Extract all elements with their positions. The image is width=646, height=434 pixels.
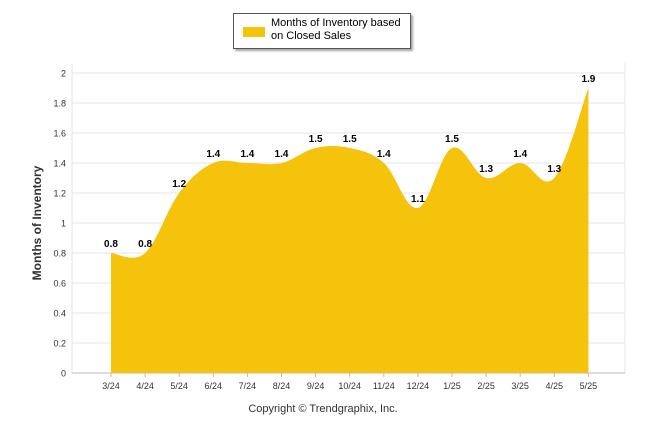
x-tick-label: 5/24: [170, 381, 188, 391]
x-tick-label: 2/25: [477, 381, 495, 391]
area-series: [111, 88, 589, 373]
x-tick-label: 3/25: [511, 381, 529, 391]
y-tick-label: 1: [61, 219, 66, 229]
x-tick-label: 8/24: [273, 381, 291, 391]
x-tick-label: 4/25: [546, 381, 564, 391]
x-tick-label: 9/24: [307, 381, 325, 391]
data-labels: 0.8 0.8 1.2 1.4 1.4 1.4 1.5 1.5 1.4 1.1 1.5 1.3 1.4 1…: [104, 74, 596, 250]
data-label: 1.5: [309, 134, 323, 145]
legend-label: Months of Inventory based on Closed Sale…: [271, 17, 401, 42]
y-tick-label: 0.8: [53, 249, 66, 259]
data-label: 0.8: [138, 239, 152, 250]
data-label: 1.2: [172, 179, 186, 190]
x-tick-label: 1/25: [443, 381, 461, 391]
y-tick-label: 1.8: [53, 99, 66, 109]
data-label: 1.4: [206, 149, 220, 160]
data-label: 1.4: [240, 149, 254, 160]
x-tick-label: 12/24: [407, 381, 430, 391]
data-label: 0.8: [104, 239, 118, 250]
x-axis-ticks: 3/24 4/24 5/24 6/24 7/24 8/24 9/24 10/24 11/24 12…: [102, 373, 597, 391]
y-tick-label: 1.2: [53, 189, 66, 199]
data-label: 1.9: [581, 74, 595, 85]
y-tick-label: 1.4: [53, 159, 66, 169]
data-label: 1.5: [445, 134, 459, 145]
y-tick-label: 2: [61, 69, 66, 79]
x-tick-label: 3/24: [102, 381, 120, 391]
x-tick-label: 7/24: [239, 381, 257, 391]
y-tick-label: 0.6: [53, 279, 66, 289]
x-tick-label: 10/24: [338, 381, 361, 391]
y-tick-label: 1.6: [53, 129, 66, 139]
data-label: 1.3: [547, 164, 561, 175]
data-label: 1.3: [479, 164, 493, 175]
copyright-text: Copyright © Trendgraphix, Inc.: [248, 403, 398, 415]
data-label: 1.4: [377, 149, 391, 160]
data-label: 1.4: [275, 149, 289, 160]
y-tick-label: 0: [61, 369, 66, 379]
y-tick-label: 0.4: [53, 309, 66, 319]
legend: Months of Inventory based on Closed Sale…: [233, 13, 411, 49]
x-tick-label: 5/25: [580, 381, 598, 391]
y-axis-ticks: 0 0.2 0.4 0.6 0.8 1 1.2 1.4 1.6 1.8 2: [53, 69, 66, 379]
data-label: 1.1: [411, 194, 425, 205]
y-axis-title: Months of Inventory: [30, 165, 44, 280]
x-tick-label: 4/24: [136, 381, 154, 391]
x-tick-label: 6/24: [205, 381, 223, 391]
data-label: 1.4: [513, 149, 527, 160]
data-label: 1.5: [343, 134, 357, 145]
legend-swatch: [243, 27, 265, 37]
x-tick-label: 11/24: [373, 381, 395, 391]
y-tick-label: 0.2: [53, 339, 66, 349]
